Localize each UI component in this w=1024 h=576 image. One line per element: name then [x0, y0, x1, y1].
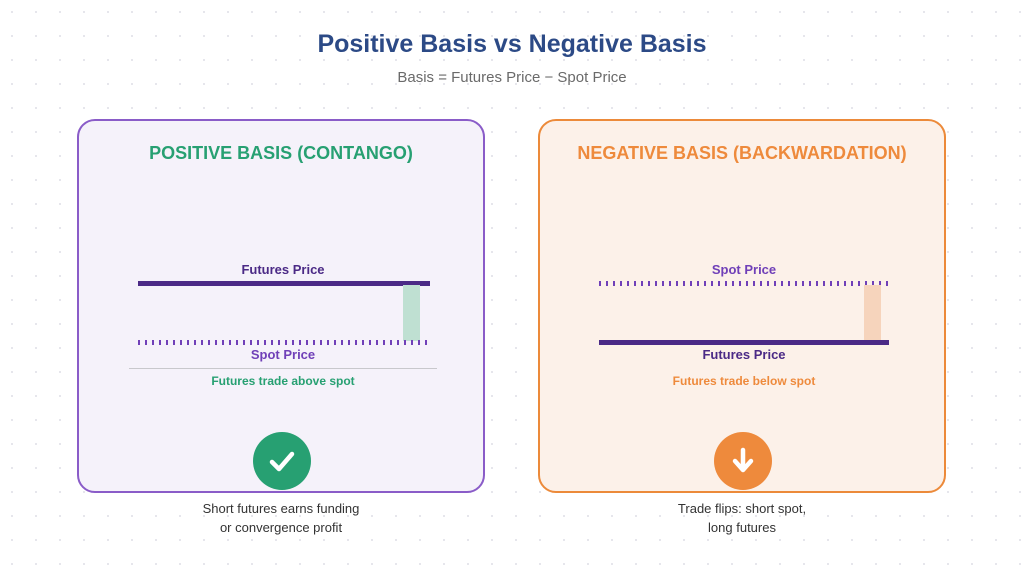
negative-note-line-2: long futures — [708, 520, 776, 535]
positive-note-line-2: or convergence profit — [219, 520, 343, 535]
checkmark-icon — [253, 432, 311, 490]
divider — [129, 368, 437, 369]
basis-gap-bar — [864, 285, 881, 341]
futures-price-label: Futures Price — [241, 262, 325, 277]
down-arrow-icon — [714, 432, 772, 490]
futures-price-line — [138, 281, 430, 286]
futures-price-label: Futures Price — [702, 347, 786, 362]
positive-note-line-1: Short futures earns funding — [202, 501, 360, 516]
negative-basis-panel: NEGATIVE BASIS (BACKWARDATION) Spot Pric… — [538, 119, 946, 493]
page-title: Positive Basis vs Negative Basis — [317, 30, 707, 58]
positive-caption: Futures trade above spot — [211, 374, 355, 388]
spot-price-label: Spot Price — [250, 347, 316, 362]
positive-basis-panel: POSITIVE BASIS (CONTANGO) Futures Price … — [77, 119, 485, 493]
positive-basis-heading: POSITIVE BASIS (CONTANGO) — [149, 143, 413, 163]
page-subtitle: Basis = Futures Price − Spot Price — [397, 69, 627, 86]
spot-price-label: Spot Price — [711, 262, 777, 277]
negative-caption: Futures trade below spot — [672, 374, 816, 388]
futures-price-line — [599, 340, 889, 345]
basis-gap-bar — [403, 285, 420, 341]
negative-note: Trade flips: short spot, long futures — [592, 499, 892, 537]
negative-note-line-1: Trade flips: short spot, — [677, 501, 807, 516]
spot-price-line — [599, 281, 889, 286]
positive-note: Short futures earns funding or convergen… — [131, 499, 431, 537]
negative-basis-heading: NEGATIVE BASIS (BACKWARDATION) — [577, 143, 907, 163]
spot-price-line — [138, 340, 430, 345]
